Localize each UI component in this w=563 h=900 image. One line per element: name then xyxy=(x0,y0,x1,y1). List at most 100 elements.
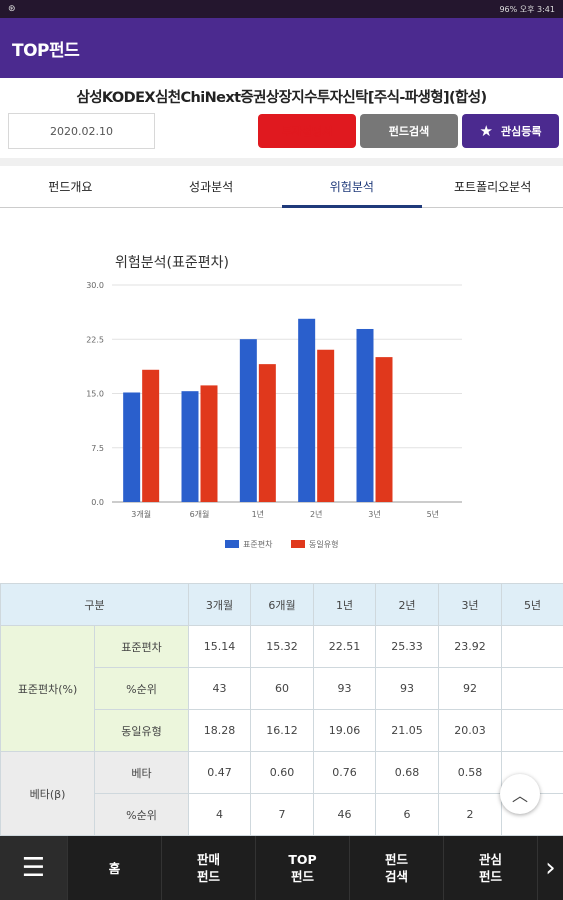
add-favorite-label: 관심등록 xyxy=(500,125,542,138)
header-cell: 5년 xyxy=(501,583,563,626)
risk-table: 구분 3개월 6개월 1년 2년 3년 5년 표준편차(%) 표준편차 15.1… xyxy=(0,583,563,836)
table-cell: 7 xyxy=(250,793,314,836)
android-icon: ⊛ xyxy=(8,4,16,14)
table-cell: 93 xyxy=(375,667,439,710)
x-tick-label: 2년 xyxy=(310,509,322,519)
tab-overview[interactable]: 펀드개요 xyxy=(48,180,93,194)
table-cell: 6 xyxy=(375,793,439,836)
table-cell xyxy=(501,625,563,668)
header-cell: 1년 xyxy=(313,583,376,626)
table-row: %순위 43 60 93 93 92 xyxy=(1,667,563,710)
x-tick-label: 3개월 xyxy=(131,509,151,519)
table-cell: 46 xyxy=(313,793,376,836)
status-text: 96% 오후 3:41 xyxy=(499,4,555,14)
row-label: 베타 xyxy=(94,751,189,794)
y-tick-label: 0.0 xyxy=(91,498,104,507)
date-field[interactable]: 2020.02.10 xyxy=(8,113,155,149)
table-cell: 21.05 xyxy=(375,709,439,752)
table-row: 표준편차(%) 표준편차 15.14 15.32 22.51 25.33 23.… xyxy=(0,625,563,752)
nav-home[interactable]: 홈 xyxy=(68,836,162,900)
row-label: 표준편차 xyxy=(94,625,189,668)
legend-swatch xyxy=(291,540,305,548)
prospectus-button[interactable]: 투자설명서 xyxy=(258,114,356,148)
table-cell: 20.03 xyxy=(438,709,502,752)
table-cell: 0.58 xyxy=(438,751,502,794)
nav-label: 펀드 검색 xyxy=(384,852,408,884)
tab-performance[interactable]: 성과분석 xyxy=(189,180,234,194)
tab-bar: 펀드개요 성과분석 위험분석 포트폴리오분석 xyxy=(0,166,563,208)
table-cell xyxy=(501,667,563,710)
y-tick-label: 30.0 xyxy=(86,281,104,290)
bottom-nav: ☰ 홈 판매 펀드 TOP 펀드 펀드 검색 관심 펀드 › xyxy=(0,836,563,900)
fund-search-button[interactable]: 펀드검색 xyxy=(360,114,458,148)
nav-fund-search[interactable]: 펀드 검색 xyxy=(350,836,444,900)
table-cell: 16.12 xyxy=(250,709,314,752)
table-cell: 0.60 xyxy=(250,751,314,794)
nav-favorite-funds[interactable]: 관심 펀드 xyxy=(444,836,538,900)
table-row: %순위 4 7 46 6 2 xyxy=(1,793,563,836)
table-cell: 15.14 xyxy=(188,625,251,668)
hamburger-menu-icon[interactable]: ☰ xyxy=(0,836,68,900)
table-cell: 0.47 xyxy=(188,751,251,794)
legend-label: 표준편차 xyxy=(243,539,273,549)
bar-peer xyxy=(200,385,218,502)
legend-swatch xyxy=(225,540,239,548)
x-tick-label: 6개월 xyxy=(190,509,210,519)
table-cell: 15.32 xyxy=(250,625,314,668)
tab-risk[interactable]: 위험분석 xyxy=(281,166,423,208)
table-cell xyxy=(501,709,563,752)
bar-stddev xyxy=(356,328,374,502)
table-header: 구분 3개월 6개월 1년 2년 3년 5년 xyxy=(0,583,563,626)
table-cell: 18.28 xyxy=(188,709,251,752)
nav-label: 판매 펀드 xyxy=(196,852,220,884)
table-cell: 43 xyxy=(188,667,251,710)
scroll-to-top-button[interactable]: ︿ xyxy=(500,774,540,814)
bar-peer xyxy=(258,364,276,502)
tab-portfolio[interactable]: 포트폴리오분석 xyxy=(453,180,532,194)
y-tick-label: 15.0 xyxy=(86,390,104,399)
nav-label: TOP 펀드 xyxy=(288,852,317,884)
risk-chart: 위험분석(표준편차) 0.0 7.5 15.0 22.5 30.0 3개월 6개월 1년 2년 3년… xyxy=(86,255,462,549)
x-tick-label: 5년 xyxy=(427,509,439,519)
chevron-up-icon: ︿ xyxy=(511,786,528,805)
table-cell: 0.76 xyxy=(313,751,376,794)
bar-stddev xyxy=(239,339,257,502)
y-tick-label: 22.5 xyxy=(86,335,104,344)
bar-stddev xyxy=(298,318,316,502)
table-cell: 93 xyxy=(313,667,376,710)
group-label: 베타(β) xyxy=(0,751,95,836)
table-cell: 22.51 xyxy=(313,625,376,668)
header-cell: 6개월 xyxy=(250,583,314,626)
fund-name: 삼성KODEX심천ChiNext증권상장지수투자신탁[주식-파생형](합성) xyxy=(76,90,487,106)
nav-top-funds[interactable]: TOP 펀드 xyxy=(256,836,350,900)
header-cell: 3개월 xyxy=(188,583,251,626)
separator xyxy=(0,158,563,166)
table-cell: 60 xyxy=(250,667,314,710)
x-tick-label: 1년 xyxy=(252,509,264,519)
table-cell: 25.33 xyxy=(375,625,439,668)
row-label: 동일유형 xyxy=(94,709,189,752)
bar-peer xyxy=(375,357,393,502)
nav-label: 관심 펀드 xyxy=(478,852,502,884)
table-cell: 19.06 xyxy=(313,709,376,752)
app-bar: TOP펀드 xyxy=(0,18,563,78)
table-row: 동일유형 18.28 16.12 19.06 21.05 20.03 xyxy=(1,709,563,752)
table-cell: 4 xyxy=(188,793,251,836)
status-bar: ⊛ 96% 오후 3:41 xyxy=(0,0,563,18)
legend-label: 동일유형 xyxy=(309,540,338,549)
row-label: %순위 xyxy=(94,793,189,836)
chevron-right-icon[interactable]: › xyxy=(545,852,556,883)
add-favorite-button[interactable]: ★ 관심등록 xyxy=(462,114,559,148)
table-cell: 0.68 xyxy=(375,751,439,794)
app-title: TOP펀드 xyxy=(12,40,80,61)
header-cell: 구분 xyxy=(0,583,189,626)
bar-stddev xyxy=(123,392,141,502)
chart-title: 위험분석(표준편차) xyxy=(115,255,229,271)
table-cell: 2 xyxy=(438,793,502,836)
header-cell: 2년 xyxy=(375,583,439,626)
bar-stddev xyxy=(181,391,199,502)
nav-sales-funds[interactable]: 판매 펀드 xyxy=(162,836,256,900)
table-row: 베타(β) 베타 0.47 0.60 0.76 0.68 0.58 xyxy=(0,751,563,836)
row-label: %순위 xyxy=(94,667,189,710)
